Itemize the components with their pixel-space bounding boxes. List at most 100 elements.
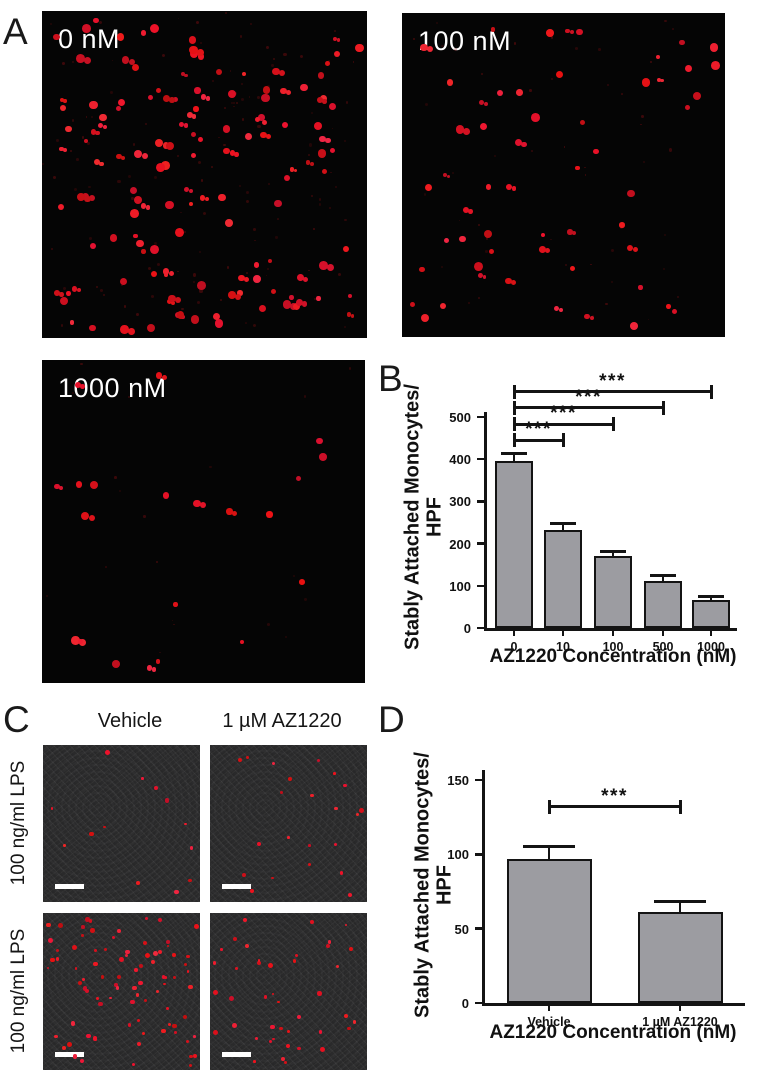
cell-dot (89, 100, 98, 109)
cell-dot (350, 314, 355, 318)
cell-dot (261, 94, 270, 103)
cell-dot (334, 843, 338, 847)
cell-dot (244, 132, 253, 141)
cell-dot (109, 996, 112, 1000)
cell-dot (333, 806, 338, 811)
scale-bar (222, 884, 251, 889)
cell-dot (318, 1030, 323, 1034)
cell-dot (234, 152, 239, 157)
cell-dot (212, 961, 217, 965)
cell-dot (141, 249, 146, 254)
noise-speck (143, 515, 146, 518)
noise-speck (62, 62, 66, 66)
cell-dot (168, 270, 174, 276)
significance-stars: *** (601, 785, 628, 807)
cell-dot (443, 237, 449, 244)
cell-dot (285, 90, 291, 96)
cell-dot (325, 137, 331, 144)
cell-dot (136, 1041, 142, 1047)
cell-dot (141, 152, 149, 160)
cell-dot (516, 89, 523, 97)
noise-speck (344, 325, 347, 328)
cell-dot (83, 56, 91, 64)
x-tick-mark (512, 631, 516, 636)
cell-dot (151, 667, 157, 672)
noise-speck (51, 248, 54, 251)
error-bar-cap (600, 549, 626, 553)
cell-dot (189, 45, 198, 55)
cell-dot (188, 201, 194, 207)
noise-speck (334, 30, 336, 32)
cell-dot (197, 53, 205, 60)
cell-dot (174, 228, 184, 238)
noise-speck (85, 115, 88, 118)
noise-speck (218, 136, 220, 139)
noise-speck (257, 96, 260, 100)
cell-dot (173, 96, 179, 102)
noise-speck (605, 302, 608, 306)
cell-dot (309, 161, 314, 166)
cell-dot (95, 996, 99, 1000)
cell-dot (188, 985, 193, 990)
cell-dot (199, 502, 206, 509)
cell-dot (174, 1031, 177, 1035)
noise-speck (200, 179, 204, 182)
chart-b-xlabel: AZ1220 Concentration (nM) (489, 646, 737, 667)
cell-dot (186, 970, 190, 974)
significance-bracket-end (512, 400, 516, 415)
cell-dot (189, 1054, 193, 1058)
y-tick-label: 100 (447, 847, 469, 863)
x-tick-label: 10 (556, 640, 570, 654)
cell-dot (297, 1047, 301, 1051)
cell-dot (183, 123, 188, 128)
cell-dot (71, 636, 80, 645)
noise-speck (230, 101, 234, 105)
noise-speck (181, 307, 185, 311)
cell-dot (329, 148, 336, 154)
cell-dot (241, 873, 246, 878)
cell-dot (150, 271, 157, 278)
cell-dot (627, 189, 635, 198)
cell-dot (293, 168, 298, 173)
noise-speck (246, 271, 249, 274)
cell-dot (219, 947, 223, 951)
cell-dot (419, 266, 425, 273)
noise-speck (239, 35, 243, 38)
cell-dot (684, 105, 690, 110)
noise-speck (103, 293, 106, 297)
cell-dot (327, 264, 334, 272)
cell-dot (80, 383, 86, 389)
cell-dot (478, 273, 484, 278)
noise-speck (348, 367, 352, 370)
cell-dot (89, 831, 94, 837)
cell-dot (318, 135, 326, 143)
cell-dot (168, 294, 176, 302)
cell-dot (176, 311, 185, 319)
panel-a-letter: A (3, 11, 28, 52)
cell-dot (490, 26, 496, 32)
cell-dot (186, 954, 190, 959)
cell-dot (660, 79, 664, 83)
cell-dot (355, 43, 364, 53)
noise-speck (198, 251, 202, 254)
x-tick-label: Vehicle (527, 1015, 571, 1029)
cell-dot (319, 261, 328, 271)
cell-dot (188, 188, 193, 194)
cell-dot (245, 755, 249, 759)
cell-dot (54, 1034, 58, 1039)
error-bar-cap (501, 452, 527, 455)
noise-speck (292, 574, 295, 577)
cell-dot (121, 156, 126, 161)
cell-dot (155, 88, 161, 94)
cell-dot (59, 296, 68, 305)
chart-d-ylabel-line2: HPF (434, 865, 456, 906)
cell-dot (335, 964, 340, 969)
cell-dot (632, 246, 638, 252)
noise-speck (118, 489, 121, 492)
cell-dot (71, 944, 77, 950)
y-tick-label: 300 (449, 494, 471, 510)
noise-speck (212, 79, 215, 82)
cell-dot (223, 125, 231, 133)
cell-dot (116, 154, 122, 160)
cell-dot (88, 918, 93, 923)
